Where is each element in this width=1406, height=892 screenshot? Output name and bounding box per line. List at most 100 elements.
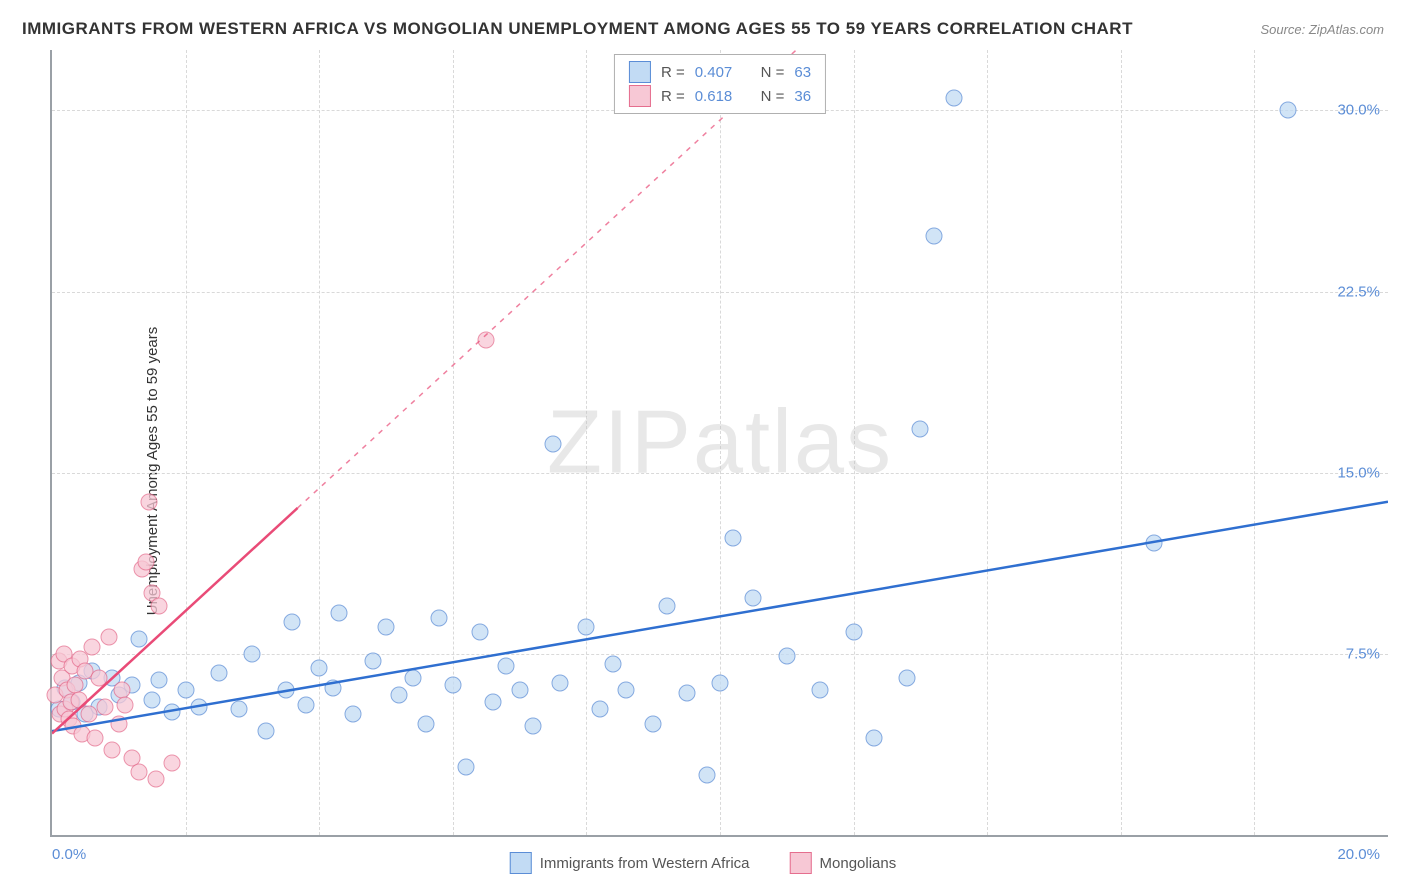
data-point [164,703,181,720]
data-point [190,699,207,716]
legend-row: R = 0.407 N = 63 [629,61,811,83]
legend-swatch-pink [790,852,812,874]
gridline-vertical [987,50,988,835]
data-point [471,624,488,641]
data-point [725,529,742,546]
data-point [591,701,608,718]
r-label: R = [661,64,685,81]
r-value: 0.618 [695,88,733,105]
data-point [378,619,395,636]
data-point [812,682,829,699]
data-point [712,674,729,691]
data-point [444,677,461,694]
data-point [1279,102,1296,119]
data-point [925,228,942,245]
gridline-vertical [319,50,320,835]
data-point [244,645,261,662]
r-label: R = [661,88,685,105]
data-point [130,764,147,781]
data-point [912,421,929,438]
data-point [164,754,181,771]
data-point [140,493,157,510]
data-point [284,614,301,631]
data-point [605,655,622,672]
data-point [150,597,167,614]
gridline-vertical [720,50,721,835]
data-point [211,665,228,682]
data-point [865,730,882,747]
data-point [778,648,795,665]
correlation-legend: R = 0.407 N = 63 R = 0.618 N = 36 [614,54,826,114]
data-point [404,670,421,687]
data-point [658,597,675,614]
y-tick-label: 7.5% [1346,645,1380,662]
data-point [945,90,962,107]
x-tick-max: 20.0% [1337,846,1380,863]
legend-row: R = 0.618 N = 36 [629,85,811,107]
data-point [110,715,127,732]
data-point [100,628,117,645]
data-point [364,653,381,670]
chart-title: IMMIGRANTS FROM WESTERN AFRICA VS MONGOL… [22,19,1133,39]
chart-area: Unemployment Among Ages 55 to 59 years Z… [0,50,1406,892]
data-point [618,682,635,699]
data-point [458,759,475,776]
data-point [845,624,862,641]
data-point [257,723,274,740]
data-point [177,682,194,699]
data-point [418,715,435,732]
data-point [524,718,541,735]
data-point [84,638,101,655]
data-point [311,660,328,677]
legend-swatch-pink [629,85,651,107]
y-tick-label: 15.0% [1337,464,1380,481]
series-legend-item: Immigrants from Western Africa [510,852,750,874]
gridline-vertical [453,50,454,835]
data-point [1146,534,1163,551]
data-point [344,706,361,723]
gridline-vertical [1254,50,1255,835]
legend-swatch-blue [629,61,651,83]
data-point [97,699,114,716]
data-point [137,554,154,571]
data-point [498,657,515,674]
data-point [551,674,568,691]
chart-header: IMMIGRANTS FROM WESTERN AFRICA VS MONGOL… [0,0,1406,48]
data-point [231,701,248,718]
data-point [431,609,448,626]
series-name: Mongolians [820,855,897,872]
data-point [511,682,528,699]
gridline-vertical [1121,50,1122,835]
data-point [144,691,161,708]
legend-swatch-blue [510,852,532,874]
series-legend-item: Mongolians [790,852,897,874]
data-point [745,590,762,607]
source-label: Source: ZipAtlas.com [1260,22,1384,37]
data-point [297,696,314,713]
scatter-plot: ZIPatlas R = 0.407 N = 63 R = 0.618 N = … [50,50,1388,837]
data-point [478,331,495,348]
n-value: 63 [794,64,811,81]
n-value: 36 [794,88,811,105]
gridline-vertical [586,50,587,835]
n-label: N = [761,88,785,105]
data-point [578,619,595,636]
data-point [104,742,121,759]
data-point [90,670,107,687]
data-point [331,604,348,621]
data-point [80,706,97,723]
n-label: N = [761,64,785,81]
data-point [899,670,916,687]
data-point [130,631,147,648]
gridline-vertical [854,50,855,835]
y-tick-label: 30.0% [1337,102,1380,119]
r-value: 0.407 [695,64,733,81]
y-tick-label: 22.5% [1337,283,1380,300]
data-point [277,682,294,699]
x-tick-min: 0.0% [52,846,86,863]
data-point [484,694,501,711]
series-name: Immigrants from Western Africa [540,855,750,872]
data-point [678,684,695,701]
data-point [150,672,167,689]
data-point [698,766,715,783]
